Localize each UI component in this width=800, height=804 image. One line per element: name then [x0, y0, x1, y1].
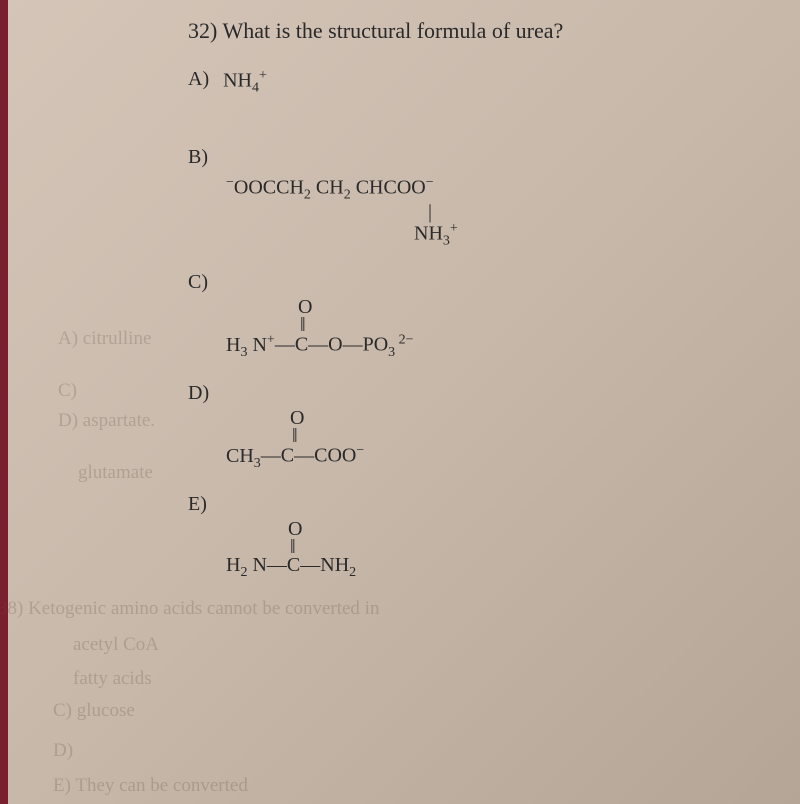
- ghost-text-10: E) They can be converted: [53, 775, 248, 797]
- ghost-text-1: A) citrulline: [58, 328, 151, 350]
- ghost-text-9: D): [53, 740, 73, 762]
- choice-b-line1: −OOCCH2 CH2 CHCOO−: [226, 175, 770, 203]
- choice-d-dbl: ‖: [226, 429, 770, 443]
- choice-d: D) O ‖ CH3—C—COO−: [188, 382, 770, 471]
- ghost-text-4: glutamate: [78, 462, 153, 484]
- ghost-text-7: fatty acids: [73, 668, 152, 690]
- choice-e-left: H2 N: [226, 554, 267, 576]
- ghost-text-5: 38) Ketogenic amino acids cannot be conv…: [0, 598, 379, 620]
- choice-d-right: −: [356, 443, 364, 458]
- question-number: 32): [188, 18, 217, 43]
- choice-b-bar: |: [226, 203, 770, 221]
- choice-b-structure: −OOCCH2 CH2 CHCOO− | NH3+: [226, 175, 770, 249]
- choice-e-o: O: [226, 518, 770, 540]
- choice-e-mid: —C—NH: [267, 554, 349, 576]
- choice-e-structure: O ‖ H2 N—C—NH2: [226, 518, 770, 580]
- choice-b: B) −OOCCH2 CH2 CHCOO− | NH3+: [188, 146, 770, 249]
- choice-e-main: H2 N—C—NH2: [226, 554, 770, 580]
- choice-e-label: E): [188, 493, 207, 516]
- choice-a-formula: NH4+: [223, 68, 267, 96]
- ghost-text-6: acetyl CoA: [73, 634, 159, 656]
- choice-a: A) NH4+: [188, 68, 770, 96]
- choice-c: C) O ‖ H3 N+—C—O—PO3 2−: [188, 271, 770, 360]
- choice-d-left: CH3: [226, 445, 261, 467]
- choice-d-mid: —C—COO: [261, 445, 357, 467]
- exam-page: 32) What is the structural formula of ur…: [8, 0, 800, 804]
- choice-d-o: O: [226, 407, 770, 429]
- choice-a-label: A): [188, 68, 209, 91]
- page-left-edge: [0, 0, 8, 804]
- choice-c-label: C): [188, 271, 208, 294]
- choice-c-o: O: [226, 296, 770, 318]
- question-text: 32) What is the structural formula of ur…: [188, 18, 770, 44]
- choice-c-dbl: ‖: [226, 318, 770, 332]
- choice-e: E) O ‖ H2 N—C—NH2: [188, 493, 770, 580]
- ghost-text-2: C): [58, 380, 77, 402]
- choice-c-main: H3 N+—C—O—PO3 2−: [226, 332, 770, 360]
- choice-c-right: 3 2−: [388, 334, 413, 356]
- choice-c-mid: —C—O—PO: [275, 334, 388, 356]
- ghost-text-8: C) glucose: [53, 700, 135, 722]
- choice-d-structure: O ‖ CH3—C—COO−: [226, 407, 770, 471]
- choice-d-label: D): [188, 382, 209, 405]
- choice-e-right: 2: [349, 554, 356, 576]
- choice-c-structure: O ‖ H3 N+—C—O—PO3 2−: [226, 296, 770, 360]
- choice-b-line2: NH3+: [226, 221, 770, 249]
- choice-c-left: H3 N+: [226, 334, 275, 356]
- question-body: What is the structural formula of urea?: [222, 18, 563, 43]
- choice-d-main: CH3—C—COO−: [226, 443, 770, 471]
- choice-b-label: B): [188, 146, 208, 169]
- choice-e-dbl: ‖: [226, 540, 770, 554]
- ghost-text-3: D) aspartate.: [58, 410, 155, 432]
